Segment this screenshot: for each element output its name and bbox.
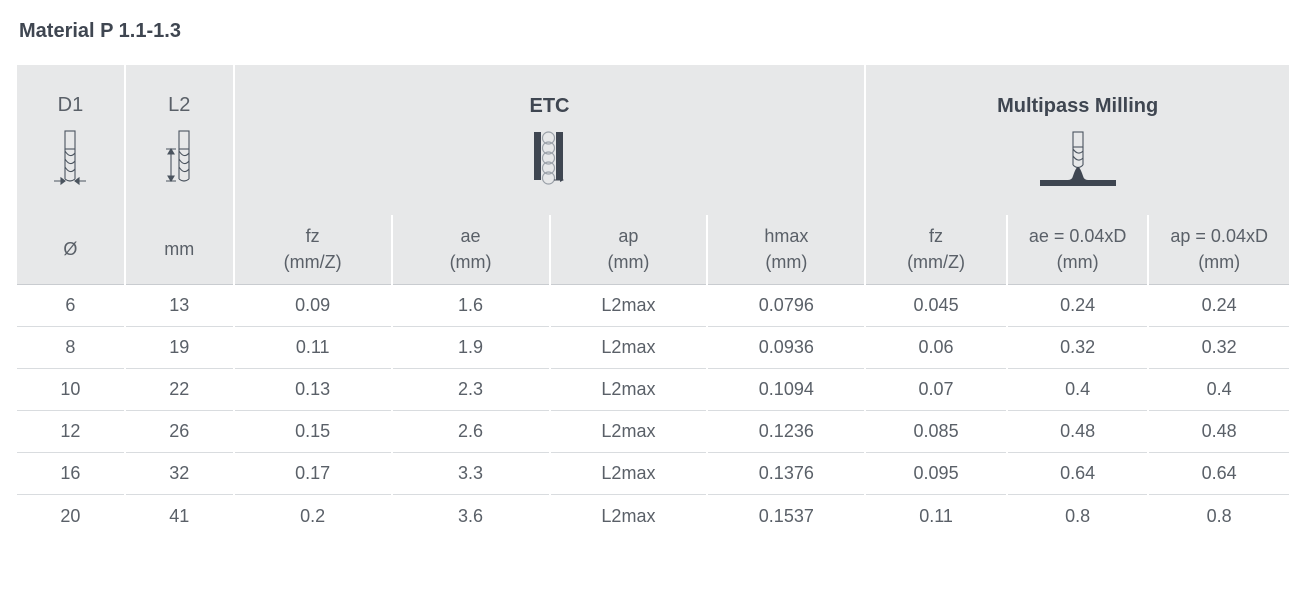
col-l2: mm — [126, 215, 233, 285]
cell-fz_etc: 0.17 — [235, 453, 391, 495]
col-hmax: hmax(mm) — [708, 215, 864, 285]
table-row: 8190.111.9L2max0.09360.060.320.32 — [17, 327, 1289, 369]
multipass-milling-icon — [1038, 130, 1118, 186]
cell-hmax: 0.1236 — [708, 411, 864, 453]
cell-d1: 6 — [17, 285, 124, 327]
cell-ae: 2.3 — [393, 369, 549, 411]
cell-hmax: 0.0796 — [708, 285, 864, 327]
cell-ae_mp: 0.4 — [1008, 369, 1148, 411]
cell-ae: 1.6 — [393, 285, 549, 327]
cell-fz_etc: 0.15 — [235, 411, 391, 453]
cell-fz_mp: 0.11 — [866, 495, 1006, 537]
col-group-multipass: Multipass Milling — [866, 65, 1289, 215]
etc-slot-icon — [530, 130, 570, 186]
cell-fz_etc: 0.2 — [235, 495, 391, 537]
col-ae: ae(mm) — [393, 215, 549, 285]
cell-d1: 10 — [17, 369, 124, 411]
cell-hmax: 0.0936 — [708, 327, 864, 369]
multipass-label: Multipass Milling — [997, 95, 1158, 118]
cell-fz_etc: 0.13 — [235, 369, 391, 411]
table-row: 16320.173.3L2max0.13760.0950.640.64 — [17, 453, 1289, 495]
cell-ap: L2max — [551, 285, 707, 327]
cell-ae: 3.3 — [393, 453, 549, 495]
col-d1: Ø — [17, 215, 124, 285]
col-group-l2: L2 — [126, 65, 233, 215]
col-fz-etc: fz(mm/Z) — [235, 215, 391, 285]
d1-label: D1 — [58, 94, 84, 117]
cell-ap_mp: 0.8 — [1149, 495, 1289, 537]
cell-fz_etc: 0.09 — [235, 285, 391, 327]
cell-ae: 3.6 — [393, 495, 549, 537]
table-group-header-row: D1 — [17, 65, 1289, 215]
cell-l2: 32 — [126, 453, 233, 495]
cutting-data-table: D1 — [15, 65, 1291, 537]
table-row: 10220.132.3L2max0.10940.070.40.4 — [17, 369, 1289, 411]
cell-ae: 2.6 — [393, 411, 549, 453]
cell-ae_mp: 0.8 — [1008, 495, 1148, 537]
table-row: 6130.091.6L2max0.07960.0450.240.24 — [17, 285, 1289, 327]
col-group-etc: ETC — [235, 65, 865, 215]
cell-fz_mp: 0.095 — [866, 453, 1006, 495]
col-fz-mp: fz(mm/Z) — [866, 215, 1006, 285]
cell-hmax: 0.1376 — [708, 453, 864, 495]
cell-fz_mp: 0.045 — [866, 285, 1006, 327]
cell-fz_mp: 0.06 — [866, 327, 1006, 369]
cell-d1: 20 — [17, 495, 124, 537]
cell-l2: 13 — [126, 285, 233, 327]
col-ap-mp: ap = 0.04xD(mm) — [1149, 215, 1289, 285]
cell-hmax: 0.1094 — [708, 369, 864, 411]
cell-l2: 22 — [126, 369, 233, 411]
cell-ae_mp: 0.64 — [1008, 453, 1148, 495]
cell-ap_mp: 0.48 — [1149, 411, 1289, 453]
l2-label: L2 — [168, 94, 190, 117]
cell-fz_mp: 0.085 — [866, 411, 1006, 453]
cell-hmax: 0.1537 — [708, 495, 864, 537]
cell-d1: 12 — [17, 411, 124, 453]
cell-l2: 26 — [126, 411, 233, 453]
cell-d1: 16 — [17, 453, 124, 495]
cell-l2: 41 — [126, 495, 233, 537]
cell-ap: L2max — [551, 411, 707, 453]
cell-l2: 19 — [126, 327, 233, 369]
cell-ap: L2max — [551, 369, 707, 411]
cell-ae_mp: 0.48 — [1008, 411, 1148, 453]
cell-ae: 1.9 — [393, 327, 549, 369]
etc-label: ETC — [530, 95, 570, 118]
cell-fz_mp: 0.07 — [866, 369, 1006, 411]
cell-ap: L2max — [551, 327, 707, 369]
table-sub-header-row: Ø mm fz(mm/Z) ae(mm) ap(mm) hmax(mm) fz(… — [17, 215, 1289, 285]
col-ae-mp: ae = 0.04xD(mm) — [1008, 215, 1148, 285]
cell-ap: L2max — [551, 495, 707, 537]
cell-ap_mp: 0.24 — [1149, 285, 1289, 327]
table-body: 6130.091.6L2max0.07960.0450.240.248190.1… — [17, 285, 1289, 537]
cell-ap_mp: 0.64 — [1149, 453, 1289, 495]
cell-ap_mp: 0.4 — [1149, 369, 1289, 411]
col-group-d1: D1 — [17, 65, 124, 215]
cell-ap: L2max — [551, 453, 707, 495]
cell-ae_mp: 0.32 — [1008, 327, 1148, 369]
cell-ap_mp: 0.32 — [1149, 327, 1289, 369]
tool-length-icon — [156, 129, 202, 187]
cell-fz_etc: 0.11 — [235, 327, 391, 369]
col-ap: ap(mm) — [551, 215, 707, 285]
cell-d1: 8 — [17, 327, 124, 369]
cell-ae_mp: 0.24 — [1008, 285, 1148, 327]
table-row: 12260.152.6L2max0.12360.0850.480.48 — [17, 411, 1289, 453]
table-row: 20410.23.6L2max0.15370.110.80.8 — [17, 495, 1289, 537]
tool-diameter-icon — [48, 129, 92, 187]
page-title: Material P 1.1-1.3 — [15, 20, 1291, 43]
